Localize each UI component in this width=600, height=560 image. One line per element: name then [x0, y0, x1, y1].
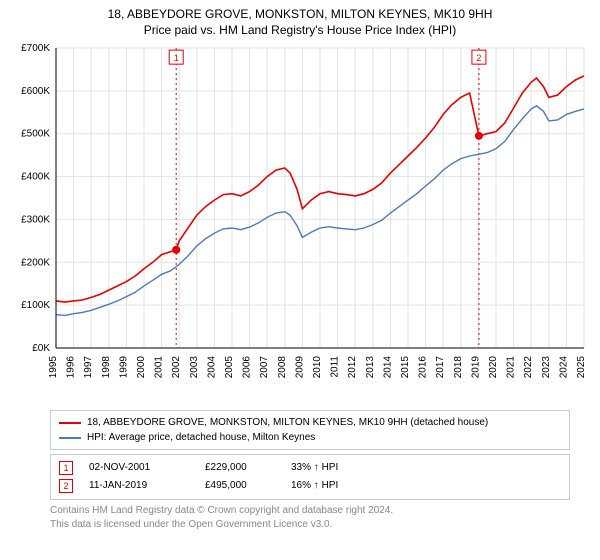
transaction-marker: 1	[59, 461, 73, 475]
svg-text:2005: 2005	[224, 356, 235, 379]
transaction-price: £229,000	[205, 459, 275, 477]
svg-text:2015: 2015	[400, 356, 411, 379]
transaction-delta: 33% ↑ HPI	[291, 459, 371, 477]
svg-text:2020: 2020	[488, 356, 499, 379]
legend-row: 18, ABBEYDORE GROVE, MONKSTON, MILTON KE…	[59, 415, 561, 430]
title-line-1: 18, ABBEYDORE GROVE, MONKSTON, MILTON KE…	[108, 7, 493, 21]
svg-text:2012: 2012	[347, 356, 358, 379]
transaction-table: 1 02-NOV-2001 £229,000 33% ↑ HPI 2 11-JAN-201…	[50, 454, 570, 500]
legend-swatch	[59, 437, 81, 439]
svg-text:£400K: £400K	[21, 172, 50, 183]
svg-text:1999: 1999	[118, 356, 129, 379]
legend-row: HPI: Average price, detached house, Milt…	[59, 430, 561, 445]
svg-text:1998: 1998	[101, 356, 112, 379]
chart-area: £0K £100K £200K £300K £400K £500K £600K £700K 19…	[8, 44, 592, 404]
legend-label: 18, ABBEYDORE GROVE, MONKSTON, MILTON KE…	[87, 415, 488, 430]
svg-text:2024: 2024	[558, 356, 569, 379]
svg-text:£0K: £0K	[32, 343, 50, 354]
footer-line-2: This data is licensed under the Open Gov…	[50, 519, 332, 530]
svg-text:1996: 1996	[66, 356, 77, 379]
svg-text:£300K: £300K	[21, 215, 50, 226]
svg-text:2: 2	[476, 54, 481, 64]
transaction-row: 1 02-NOV-2001 £229,000 33% ↑ HPI	[59, 459, 561, 477]
title-line-2: Price paid vs. HM Land Registry's House …	[144, 23, 456, 37]
svg-text:2000: 2000	[136, 356, 147, 379]
svg-text:£700K: £700K	[21, 44, 50, 54]
svg-text:2013: 2013	[365, 356, 376, 379]
svg-text:2016: 2016	[418, 356, 429, 379]
svg-text:2002: 2002	[171, 356, 182, 379]
legend: 18, ABBEYDORE GROVE, MONKSTON, MILTON KE…	[50, 410, 570, 450]
line-chart: £0K £100K £200K £300K £400K £500K £600K £700K 19…	[8, 44, 592, 404]
svg-text:£600K: £600K	[21, 86, 50, 97]
svg-text:2018: 2018	[453, 356, 464, 379]
svg-text:2022: 2022	[523, 356, 534, 379]
legend-swatch	[59, 422, 81, 424]
transaction-row: 2 11-JAN-2019 £495,000 16% ↑ HPI	[59, 477, 561, 495]
svg-text:2009: 2009	[294, 356, 305, 379]
transaction-price: £495,000	[205, 477, 275, 495]
svg-text:1997: 1997	[83, 356, 94, 379]
svg-text:1995: 1995	[48, 356, 59, 379]
legend-label: HPI: Average price, detached house, Milt…	[87, 430, 315, 445]
svg-text:£100K: £100K	[21, 301, 50, 312]
transaction-date: 02-NOV-2001	[89, 459, 189, 477]
svg-text:2007: 2007	[259, 356, 270, 379]
svg-text:£500K: £500K	[21, 129, 50, 140]
svg-text:2010: 2010	[312, 356, 323, 379]
transaction-marker: 2	[59, 479, 73, 493]
svg-text:2021: 2021	[506, 356, 517, 379]
svg-text:2008: 2008	[277, 356, 288, 379]
transaction-date: 11-JAN-2019	[89, 477, 189, 495]
svg-text:2011: 2011	[330, 356, 341, 378]
svg-text:2023: 2023	[541, 356, 552, 379]
svg-text:2025: 2025	[576, 356, 587, 379]
svg-text:1: 1	[174, 54, 179, 64]
svg-text:2003: 2003	[189, 356, 200, 379]
transaction-delta: 16% ↑ HPI	[291, 477, 371, 495]
page-title: 18, ABBEYDORE GROVE, MONKSTON, MILTON KE…	[8, 6, 592, 38]
svg-text:2014: 2014	[382, 356, 393, 379]
svg-text:2019: 2019	[470, 356, 481, 379]
svg-text:2004: 2004	[206, 356, 217, 379]
svg-text:2001: 2001	[154, 356, 165, 379]
svg-text:£200K: £200K	[21, 258, 50, 269]
svg-text:2006: 2006	[242, 356, 253, 379]
footer-line-1: Contains HM Land Registry data © Crown c…	[50, 505, 393, 516]
footer-attribution: Contains HM Land Registry data © Crown c…	[50, 504, 570, 531]
svg-text:2017: 2017	[435, 356, 446, 379]
